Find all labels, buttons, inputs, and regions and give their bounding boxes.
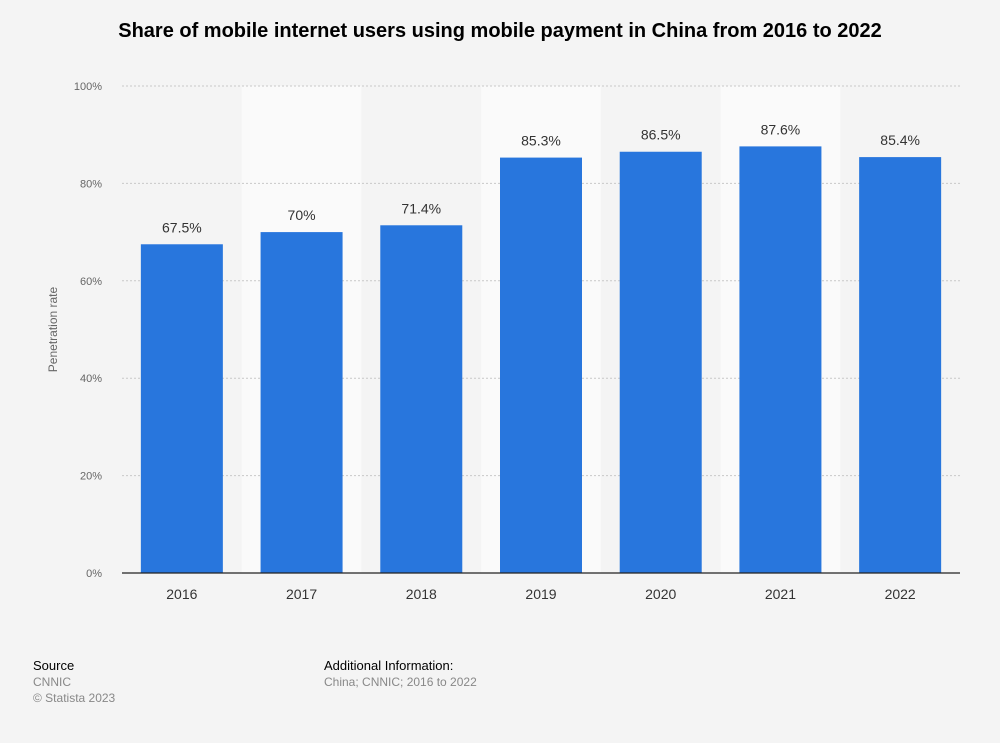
bars xyxy=(140,146,942,574)
y-tick-label: 40% xyxy=(80,373,102,385)
x-tick-label: 2019 xyxy=(525,586,556,602)
y-tick-label: 100% xyxy=(74,81,102,93)
data-label: 71.4% xyxy=(401,200,441,216)
y-tick-label: 20% xyxy=(80,471,102,483)
bar[interactable] xyxy=(140,244,223,573)
additional-info-text: China; CNNIC; 2016 to 2022 xyxy=(324,675,477,689)
source-block: Source CNNIC © Statista 2023 xyxy=(33,658,115,706)
x-tick-label: 2016 xyxy=(166,586,197,602)
data-label: 87.6% xyxy=(761,121,801,137)
y-axis-label: Penetration rate xyxy=(46,286,60,372)
data-label: 85.3% xyxy=(521,133,561,149)
additional-info-heading: Additional Information: xyxy=(324,658,454,673)
y-tick-label: 60% xyxy=(80,276,102,288)
data-label: 70% xyxy=(288,207,316,223)
y-axis-tick-labels: 0% 20% 40% 60% 80% 100% xyxy=(74,81,102,580)
x-tick-label: 2018 xyxy=(406,586,437,602)
x-tick-label: 2022 xyxy=(885,586,916,602)
value-labels: 67.5% 70% 71.4% 85.3% 86.5% 87.6% 85.4% xyxy=(162,121,920,235)
bar[interactable] xyxy=(380,225,463,574)
additional-info-block: Additional Information: China; CNNIC; 20… xyxy=(324,658,477,690)
source-name[interactable]: CNNIC xyxy=(33,675,71,689)
y-tick-label: 0% xyxy=(86,568,102,580)
data-label: 67.5% xyxy=(162,219,202,235)
x-axis-tick-labels: 2016 2017 2018 2019 2020 2021 2022 xyxy=(166,586,916,602)
bar[interactable] xyxy=(859,157,942,574)
data-label: 86.5% xyxy=(641,127,681,143)
bar[interactable] xyxy=(619,151,702,573)
bar[interactable] xyxy=(260,232,343,573)
x-tick-label: 2017 xyxy=(286,586,317,602)
y-tick-label: 80% xyxy=(80,178,102,190)
copyright-text[interactable]: © Statista 2023 xyxy=(33,691,116,705)
bar[interactable] xyxy=(500,157,582,574)
source-heading: Source xyxy=(33,658,75,673)
x-tick-label: 2021 xyxy=(765,586,796,602)
bar[interactable] xyxy=(739,146,822,573)
data-label: 85.4% xyxy=(880,132,920,148)
x-tick-label: 2020 xyxy=(645,586,676,602)
chart-title: Share of mobile internet users using mob… xyxy=(118,20,882,42)
